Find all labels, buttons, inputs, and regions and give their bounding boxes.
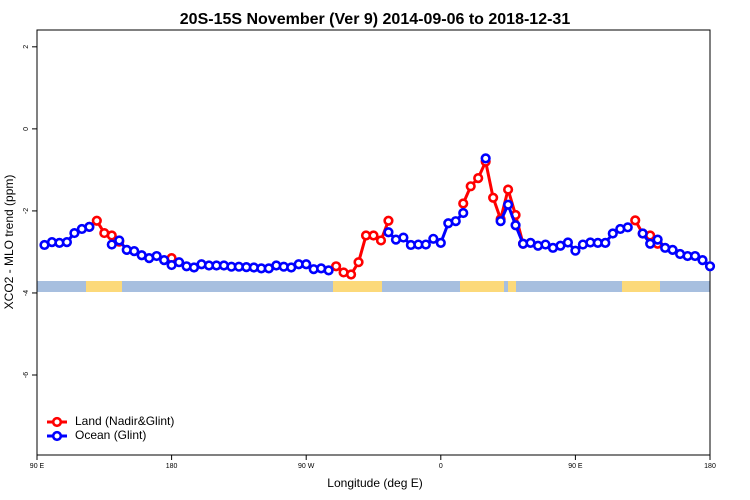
point <box>704 261 716 272</box>
point <box>637 228 648 239</box>
y-tick-label: -2 <box>23 208 30 214</box>
point <box>435 237 446 249</box>
point <box>173 257 185 268</box>
point <box>61 236 73 248</box>
point <box>495 216 506 227</box>
point <box>562 237 574 248</box>
point <box>689 250 701 262</box>
plot-frame <box>36 29 711 456</box>
x-tick-label: 0 <box>439 463 443 470</box>
point <box>383 227 394 238</box>
series <box>39 153 716 276</box>
point <box>398 232 409 243</box>
point <box>428 233 439 244</box>
point <box>91 215 102 226</box>
y-axis-label: XCO2 - MLO trend (ppm) <box>2 175 16 310</box>
point <box>645 238 656 249</box>
point <box>368 230 379 241</box>
land-strip <box>460 281 504 292</box>
point <box>84 221 95 233</box>
legend-marker <box>51 416 63 428</box>
point <box>323 265 334 276</box>
point <box>503 184 514 195</box>
x-tick-label: 90 W <box>298 463 315 470</box>
point <box>301 259 312 270</box>
land-strip <box>333 281 382 292</box>
point <box>151 250 162 262</box>
point <box>473 172 484 184</box>
land-strip <box>86 281 122 292</box>
chart-title: 20S-15S November (Ver 9) 2014-09-06 to 2… <box>180 11 571 28</box>
land-strip <box>508 281 516 292</box>
x-tick-label: 180 <box>166 463 178 470</box>
y-tick-label: 2 <box>23 45 30 49</box>
point <box>570 245 581 256</box>
point <box>458 207 469 219</box>
point <box>420 239 431 250</box>
point <box>488 192 499 203</box>
point <box>106 239 117 250</box>
legend-label: Land (Nadir&Glint) <box>75 414 174 428</box>
y-tick-label: 0 <box>23 127 30 131</box>
point <box>129 246 140 257</box>
series <box>84 156 663 280</box>
point <box>331 261 342 272</box>
point <box>630 215 641 226</box>
x-tick-label: 90 E <box>568 463 583 470</box>
y-tick-label: -4 <box>23 290 30 296</box>
point <box>465 181 476 192</box>
point <box>622 222 633 233</box>
y-tick-label: -6 <box>23 372 30 378</box>
point <box>503 199 514 210</box>
point <box>667 244 678 255</box>
land-strip <box>622 281 660 292</box>
point <box>106 230 117 241</box>
point <box>458 198 469 209</box>
land-ocean-strip <box>37 281 710 292</box>
point <box>652 234 663 245</box>
point <box>480 153 491 164</box>
x-axis-label: Longitude (deg E) <box>327 476 422 490</box>
point <box>383 215 394 226</box>
legend-marker <box>51 430 63 442</box>
legend-label: Ocean (Glint) <box>75 428 146 442</box>
point <box>510 220 521 231</box>
point <box>450 216 461 227</box>
x-tick-label: 90 E <box>30 463 45 470</box>
point <box>159 255 170 266</box>
point <box>353 257 364 268</box>
point <box>345 269 357 280</box>
point <box>69 227 80 239</box>
point <box>697 255 708 266</box>
point <box>600 237 611 249</box>
point <box>114 235 125 246</box>
x-tick-label: 180 <box>704 463 716 470</box>
point <box>607 228 618 239</box>
point <box>375 235 387 246</box>
